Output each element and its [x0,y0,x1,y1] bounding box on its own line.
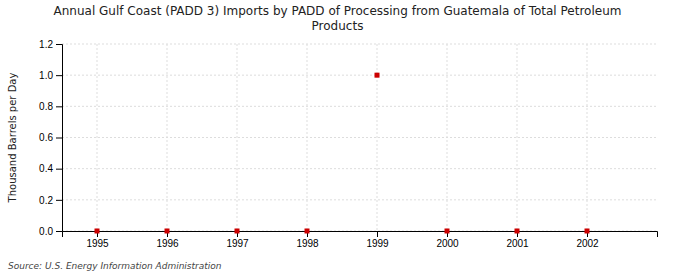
x-tick: 2000 [436,231,459,249]
y-tick: 0.0 [39,226,62,237]
x-tick-label: 1997 [226,238,249,249]
x-tick: 1996 [156,231,179,249]
x-tick-label: 2002 [576,238,599,249]
grid-line-x [97,44,98,231]
x-tick: 1999 [366,231,389,249]
point [235,229,240,234]
y-tick: 1.2 [39,39,62,50]
grid-line-y [62,168,657,169]
x-tick-label: 1995 [86,238,109,249]
y-tick: 0.4 [39,163,62,174]
x-axis-line [63,232,658,238]
x-tick-label: 1999 [366,238,389,249]
x-tick: 1998 [296,231,319,249]
point [95,229,100,234]
y-tick-label: 1.2 [39,39,53,50]
point [515,229,520,234]
grid-line-y [62,75,657,76]
plot: 199519961997199819992000200120020.00.20.… [39,39,657,249]
y-axis-line [56,45,63,232]
point [165,229,170,234]
x-tick-mark [377,231,378,237]
y-tick: 0.8 [39,101,62,112]
grid-line-x [167,44,168,231]
grid-line-x [447,44,448,231]
x-tick-label: 1996 [156,238,179,249]
y-tick-mark [56,75,62,76]
y-axis: 0.0 0.2 0.4 0.6 0.8 1.0 1.2 [39,39,62,237]
y-tick: 1.0 [39,70,62,81]
source: Source: U.S. Energy Information Administ… [8,261,222,271]
y-tick-label: 0.0 [39,226,53,237]
y-tick-label: 0.4 [39,163,53,174]
grid-line-y [62,44,657,45]
x-tick-label: 2001 [506,238,529,249]
y-tick-label: 0.8 [39,101,53,112]
x-tick: 1997 [226,231,249,249]
grid-line-x [307,44,308,231]
point [375,73,380,78]
y-axis-title: Thousand Barrels per Day [7,73,18,204]
point [445,229,450,234]
y-tick-mark [56,138,62,139]
x-tick: 2001 [506,231,529,249]
grid-line-y [62,199,657,200]
grid-line-x [377,44,378,231]
y-tick-label: 1.0 [39,70,53,81]
y-tick-mark [56,44,62,45]
y-tick-mark [56,169,62,170]
x-tick: 1995 [86,231,109,249]
y-tick-label: 0.6 [39,132,53,143]
grid-line-y [62,137,657,138]
x-tick-label: 1998 [296,238,319,249]
y-tick-mark [56,106,62,107]
y-tick: 0.2 [39,195,62,206]
chart: 199519961997199819992000200120020.00.20.… [0,0,675,275]
title: Annual Gulf Coast (PADD 3) Imports by PA… [54,4,622,33]
grid-line-x [517,44,518,231]
point [305,229,310,234]
y-tick-mark [56,200,62,201]
x-tick: 2002 [576,231,599,249]
x-axis: 1995 1996 1997 1998 1999 2000 2001 2002 [63,231,658,249]
grid-line-x [237,44,238,231]
y-tick-mark [56,231,62,232]
y-tick-label: 0.2 [39,195,53,206]
points [95,73,590,234]
x-tick-label: 2000 [436,238,459,249]
grid [62,44,657,231]
grid-line-y [62,106,657,107]
point [585,229,590,234]
grid-line-x [587,44,588,231]
y-tick: 0.6 [39,132,62,143]
